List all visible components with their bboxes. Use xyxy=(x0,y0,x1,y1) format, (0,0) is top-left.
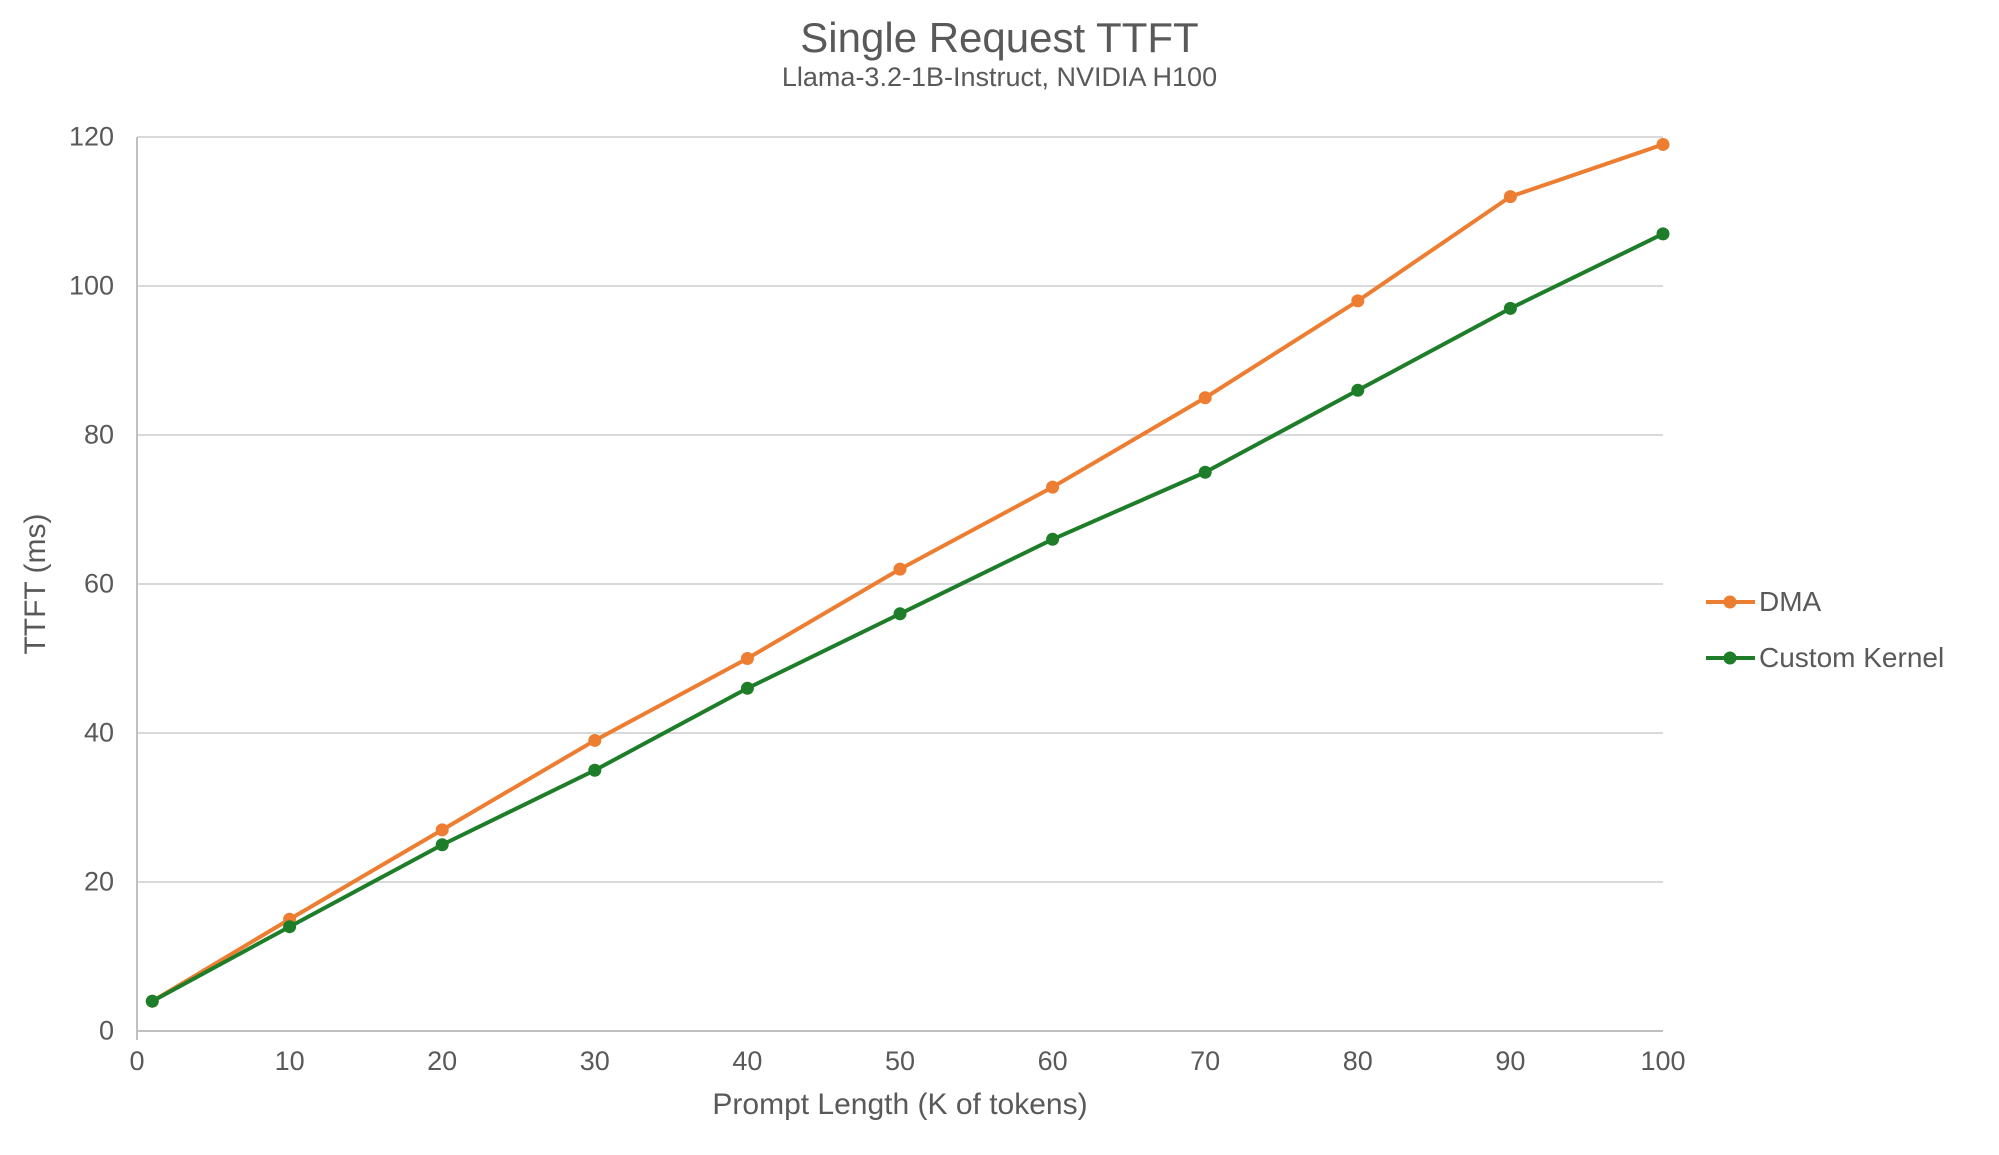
x-tick-label-0: 0 xyxy=(129,1046,145,1076)
x-tick-label-60: 60 xyxy=(1037,1046,1068,1076)
x-tick-label-40: 40 xyxy=(732,1046,763,1076)
marker-custom-kernel xyxy=(740,681,754,695)
marker-dma xyxy=(1046,480,1060,494)
marker-dma xyxy=(1656,137,1670,151)
legend-entry-custom-kernel: Custom Kernel xyxy=(1705,642,1944,674)
marker-dma xyxy=(1198,391,1212,405)
legend: DMA Custom Kernel xyxy=(1705,586,1944,674)
legend-marker-icon xyxy=(1706,651,1755,665)
marker-custom-kernel xyxy=(893,607,907,621)
marker-dma xyxy=(893,562,907,576)
marker-dma xyxy=(1351,294,1365,308)
marker-custom-kernel xyxy=(145,994,159,1008)
marker-dma xyxy=(1503,190,1517,204)
legend-marker-icon xyxy=(1706,595,1755,609)
marker-custom-kernel xyxy=(435,838,449,852)
series-line-dma xyxy=(150,142,1665,1004)
marker-dma xyxy=(740,652,754,665)
x-tick-label-30: 30 xyxy=(579,1046,610,1076)
marker-dma xyxy=(588,733,602,747)
marker-dma xyxy=(435,823,449,837)
y-tick-label-40: 40 xyxy=(83,717,114,748)
legend-entry-dma: DMA xyxy=(1705,586,1944,618)
marker-custom-kernel xyxy=(1503,301,1517,315)
marker-custom-kernel xyxy=(283,920,297,934)
y-axis-title: TTFT (ms) xyxy=(19,513,52,655)
marker-custom-kernel xyxy=(1046,532,1060,546)
x-tick-label-80: 80 xyxy=(1342,1046,1373,1076)
marker-custom-kernel xyxy=(1351,383,1365,397)
x-axis-title: Prompt Length (K of tokens) xyxy=(712,1088,1088,1121)
legend-label: Custom Kernel xyxy=(1759,642,1945,673)
chart-subtitle: Llama-3.2-1B-Instruct, NVIDIA H100 xyxy=(781,62,1218,92)
x-tick-label-90: 90 xyxy=(1495,1046,1526,1076)
y-tick-label-0: 0 xyxy=(98,1015,114,1046)
x-tick-label-20: 20 xyxy=(427,1046,458,1076)
series-line-custom-kernel xyxy=(150,231,1665,1004)
x-tick-label-70: 70 xyxy=(1190,1046,1221,1076)
y-tick-label-20: 20 xyxy=(83,866,114,897)
y-tick-label-120: 120 xyxy=(68,121,114,152)
legend-label: DMA xyxy=(1759,586,1822,617)
y-tick-label-100: 100 xyxy=(68,270,114,301)
y-tick-label-60: 60 xyxy=(83,568,114,599)
x-tick-label-100: 100 xyxy=(1640,1046,1686,1076)
y-tick-label-80: 80 xyxy=(83,419,114,450)
chart-title: Single Request TTFT xyxy=(800,14,1199,61)
marker-custom-kernel xyxy=(588,763,602,777)
marker-custom-kernel xyxy=(1198,465,1212,479)
x-tick-label-50: 50 xyxy=(884,1046,916,1076)
marker-custom-kernel xyxy=(1656,227,1670,241)
x-tick-label-10: 10 xyxy=(274,1046,305,1076)
